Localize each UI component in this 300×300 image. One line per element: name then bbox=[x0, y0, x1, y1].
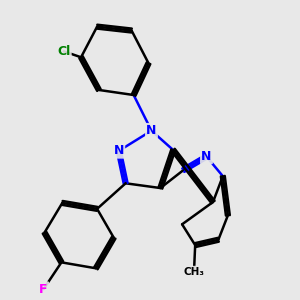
Text: N: N bbox=[114, 144, 124, 158]
Text: N: N bbox=[146, 124, 157, 137]
Text: F: F bbox=[39, 283, 48, 296]
Text: Cl: Cl bbox=[57, 45, 70, 58]
Text: CH₃: CH₃ bbox=[184, 267, 205, 277]
Text: N: N bbox=[201, 150, 212, 163]
